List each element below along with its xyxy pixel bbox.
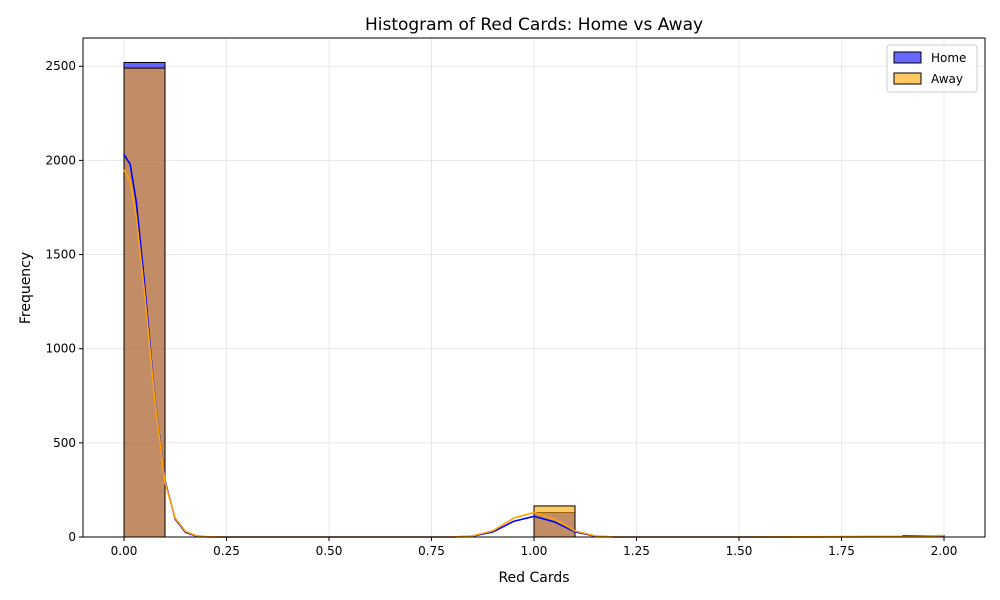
bar-away [123, 67, 166, 538]
x-tick-label: 2.00 [931, 544, 958, 558]
y-tick-label: 2000 [45, 153, 76, 167]
legend-label-home: Home [931, 51, 966, 65]
y-axis-label: Frequency [18, 252, 34, 324]
y-tick-label: 0 [68, 530, 76, 544]
y-tick-label: 1500 [45, 248, 76, 262]
plot-area: 0.00 0.25 0.50 0.75 1.00 1.25 1.50 1.75 2.00 0 500… [45, 37, 986, 558]
x-tick-label: 0.00 [111, 544, 138, 558]
x-tick-label: 1.75 [828, 544, 855, 558]
y-tick-label: 2500 [45, 59, 76, 73]
chart-title: Histogram of Red Cards: Home vs Away [365, 15, 703, 35]
legend-label-away: Away [931, 72, 963, 86]
bar-away [533, 505, 576, 538]
legend-swatch-home [893, 51, 922, 64]
x-tick-label: 0.75 [418, 544, 445, 558]
legend-swatch-away [893, 72, 922, 85]
x-axis-label: Red Cards [498, 570, 569, 586]
legend: Home Away [886, 44, 978, 93]
x-tick-label: 1.25 [623, 544, 650, 558]
x-tick-label: 1.00 [521, 544, 548, 558]
y-tick-label: 1000 [45, 342, 76, 356]
x-tick-label: 0.25 [213, 544, 240, 558]
y-tick-label: 500 [53, 436, 76, 450]
x-tick-label: 1.50 [726, 544, 753, 558]
x-tick-label: 0.50 [316, 544, 343, 558]
